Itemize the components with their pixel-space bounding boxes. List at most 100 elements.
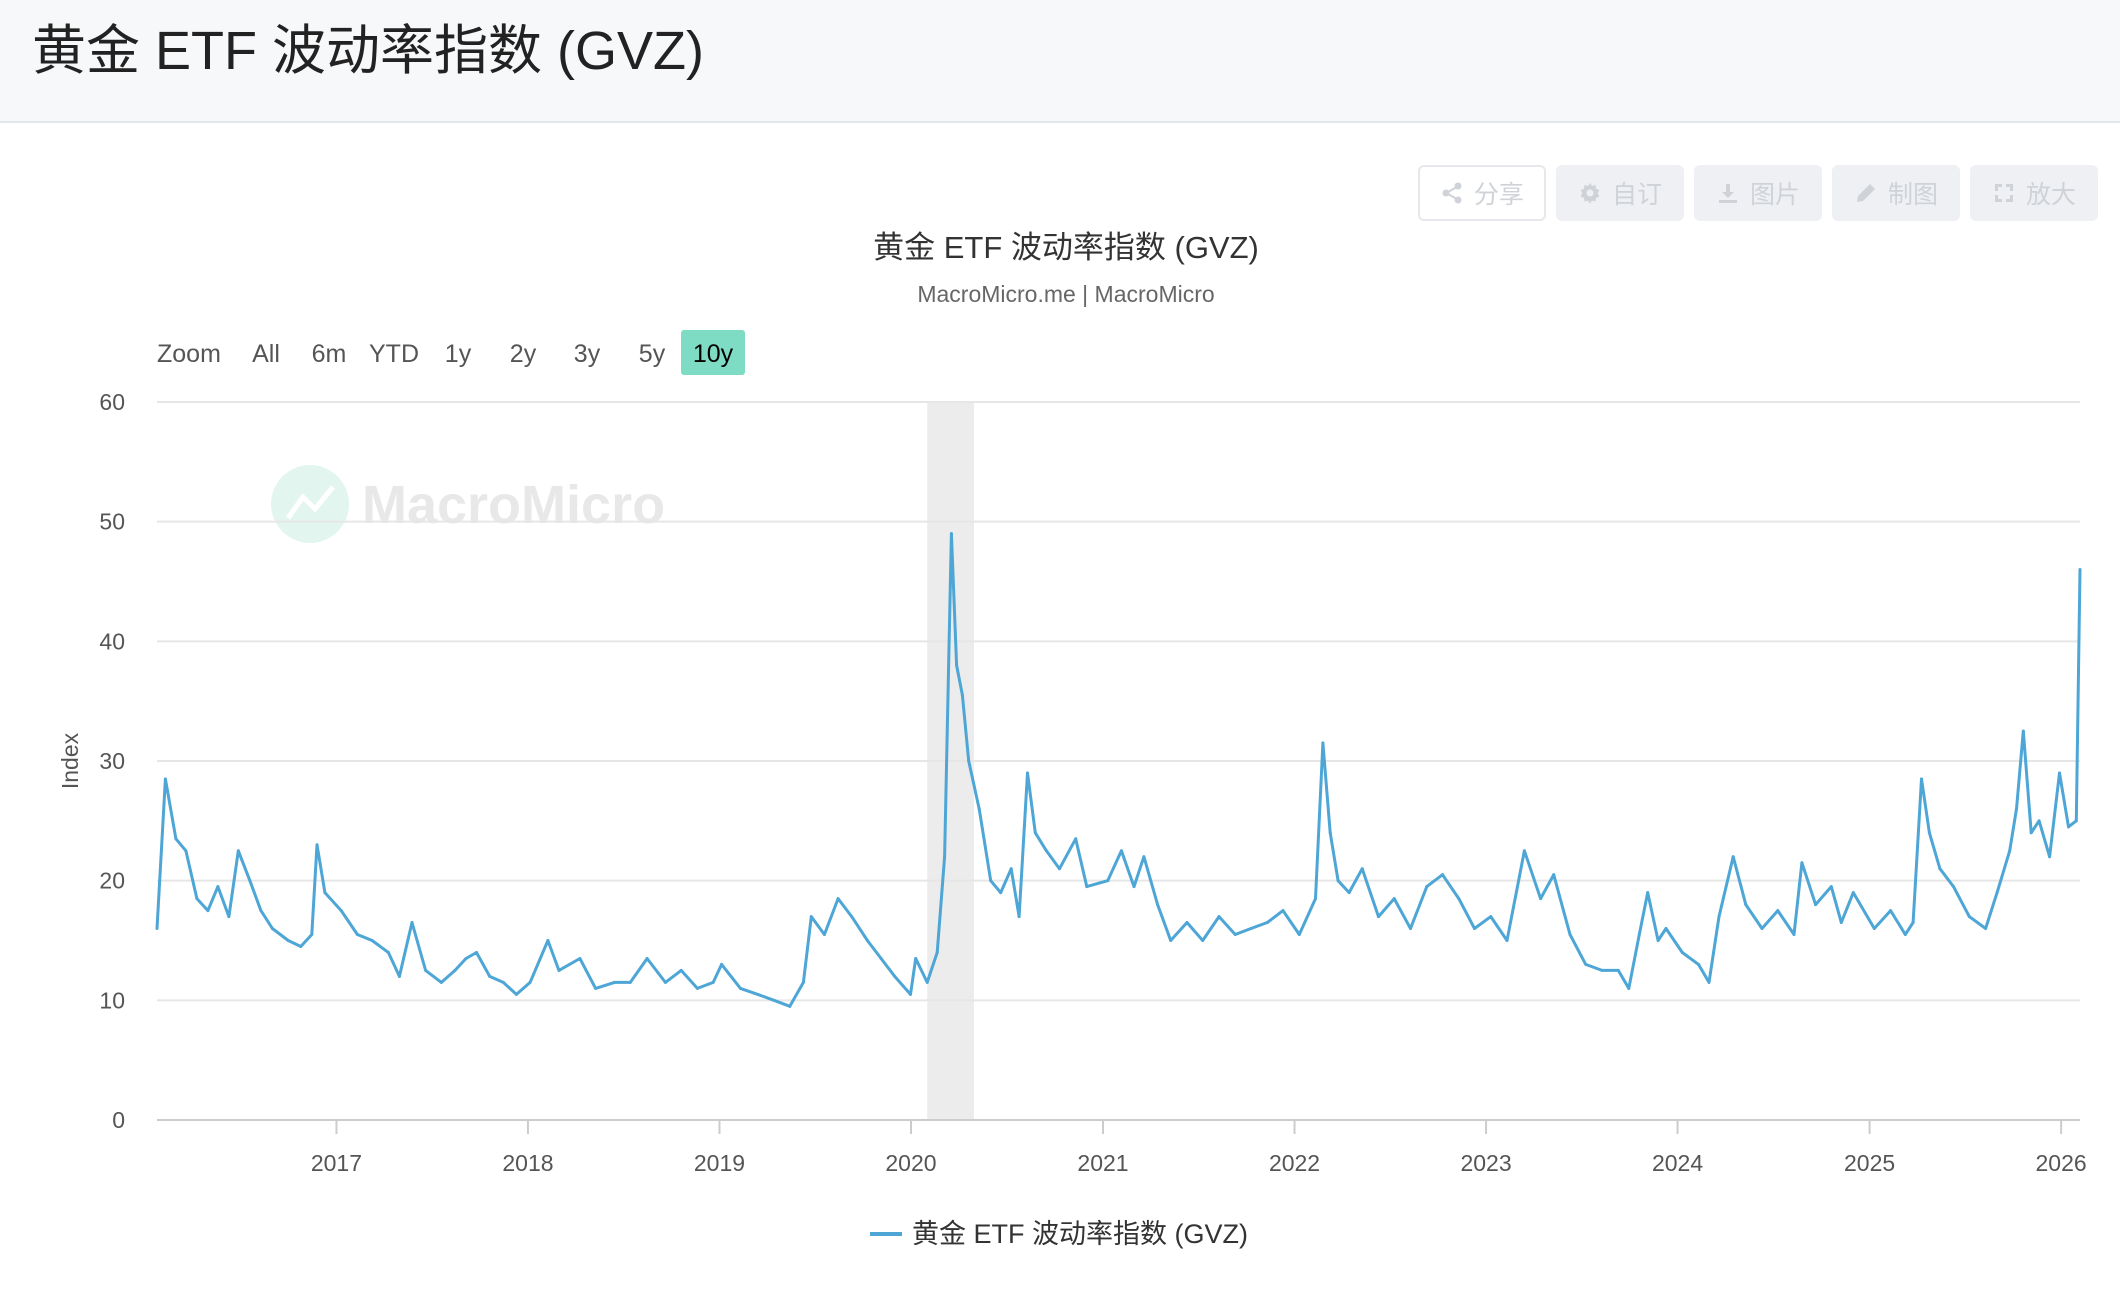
- chart-subtitle: MacroMicro.me | MacroMicro: [917, 281, 1214, 307]
- data-point: [801, 980, 805, 984]
- data-point: [1489, 915, 1493, 919]
- data-point: [184, 849, 188, 853]
- data-point: [1911, 921, 1915, 925]
- data-point: [1156, 903, 1160, 907]
- data-point: [1249, 927, 1253, 931]
- range-button-label[interactable]: All: [252, 340, 280, 368]
- data-point: [1057, 867, 1061, 871]
- range-button-5y[interactable]: 5y: [639, 340, 666, 368]
- data-point: [893, 974, 897, 978]
- data-point: [501, 980, 505, 984]
- legend-series-label[interactable]: 黄金 ETF 波动率指数 (GVZ): [912, 1219, 1248, 1249]
- data-point: [1776, 909, 1780, 913]
- page-title: 黄金 ETF 波动率指数 (GVZ): [32, 21, 704, 81]
- data-point: [155, 927, 159, 931]
- data-point: [216, 885, 220, 889]
- data-point: [1142, 855, 1146, 859]
- series-points: [155, 532, 2082, 1008]
- data-point: [248, 879, 252, 883]
- y-tick-label: 30: [99, 748, 125, 774]
- data-point: [1281, 909, 1285, 913]
- watermark-text: MacroMicro: [362, 475, 665, 535]
- data-point: [720, 962, 724, 966]
- chart-legend[interactable]: 黄金 ETF 波动率指数 (GVZ): [870, 1219, 1248, 1249]
- data-point: [1938, 867, 1942, 871]
- range-zoom-label: Zoom: [157, 340, 221, 368]
- data-point: [809, 915, 813, 919]
- pencil-button[interactable]: 制图: [1831, 165, 1960, 221]
- range-button-2y[interactable]: 2y: [510, 340, 537, 368]
- data-point: [439, 980, 443, 984]
- data-point: [236, 849, 240, 853]
- toolbar-button-label: 自订: [1611, 181, 1662, 209]
- range-button-1y[interactable]: 1y: [445, 340, 472, 368]
- x-tick-label: 2024: [1652, 1150, 1703, 1176]
- gear-button[interactable]: 自订: [1555, 165, 1684, 221]
- toolbar-button-label: 放大: [2025, 181, 2076, 209]
- data-point: [1995, 891, 1999, 895]
- data-point: [424, 968, 428, 972]
- data-point: [1233, 933, 1237, 937]
- page-header: 黄金 ETF 波动率指数 (GVZ): [0, 0, 2120, 123]
- data-point: [1889, 909, 1893, 913]
- range-button-label[interactable]: 1y: [445, 340, 472, 368]
- x-tick-label: 2021: [1077, 1150, 1128, 1176]
- data-point: [1185, 921, 1189, 925]
- data-point: [935, 950, 939, 954]
- gear-icon: [1580, 183, 1600, 204]
- range-button-3y[interactable]: 3y: [574, 340, 601, 368]
- data-point: [1656, 939, 1660, 942]
- data-point: [594, 986, 598, 990]
- data-point: [1927, 831, 1931, 835]
- data-point: [967, 759, 971, 763]
- watermark-logo-icon: [271, 465, 349, 543]
- y-tick-label: 10: [99, 987, 125, 1013]
- data-point: [914, 956, 918, 960]
- data-point: [679, 968, 683, 972]
- data-point: [299, 944, 303, 948]
- range-button-all[interactable]: All: [252, 340, 280, 368]
- data-point: [943, 855, 947, 859]
- data-point: [259, 909, 263, 913]
- share-button[interactable]: 分享: [1417, 165, 1546, 221]
- x-tick-label: 2017: [311, 1150, 362, 1176]
- y-tick-label: 0: [112, 1107, 125, 1133]
- range-button-label[interactable]: 10y: [693, 340, 734, 368]
- data-point: [1552, 873, 1556, 877]
- range-button-ytd[interactable]: YTD: [369, 340, 419, 368]
- range-button-label[interactable]: 6m: [312, 340, 347, 368]
- expand-icon: [1994, 184, 2013, 202]
- data-point: [514, 992, 518, 996]
- data-point: [1392, 897, 1396, 901]
- range-button-label[interactable]: 2y: [510, 340, 537, 368]
- data-point: [1920, 777, 1924, 781]
- data-point: [1707, 980, 1711, 984]
- data-point: [822, 933, 826, 937]
- range-button-label[interactable]: 3y: [574, 340, 601, 368]
- data-point: [989, 879, 993, 883]
- range-button-6m[interactable]: 6m: [312, 340, 347, 368]
- data-point: [1074, 837, 1078, 841]
- data-point: [1839, 921, 1843, 925]
- data-point: [1539, 897, 1543, 901]
- range-button-10y[interactable]: 10y: [681, 330, 745, 375]
- data-point: [2078, 568, 2082, 572]
- download-button[interactable]: 图片: [1693, 165, 1822, 221]
- data-point: [628, 980, 632, 984]
- data-point: [1646, 891, 1650, 895]
- data-point: [195, 897, 199, 901]
- expand-button[interactable]: 放大: [1969, 165, 2098, 221]
- series-line: [155, 532, 2082, 1008]
- data-point: [1347, 891, 1351, 895]
- data-point: [925, 980, 929, 984]
- chart-title: 黄金 ETF 波动率指数 (GVZ): [873, 230, 1259, 265]
- data-point: [1473, 927, 1477, 931]
- data-point: [2074, 819, 2078, 823]
- data-point: [756, 992, 760, 996]
- data-point: [1717, 915, 1721, 919]
- data-point: [475, 950, 479, 954]
- range-button-label[interactable]: 5y: [639, 340, 666, 368]
- range-button-label[interactable]: YTD: [369, 340, 419, 368]
- data-point: [2048, 855, 2052, 859]
- data-point: [2008, 849, 2012, 853]
